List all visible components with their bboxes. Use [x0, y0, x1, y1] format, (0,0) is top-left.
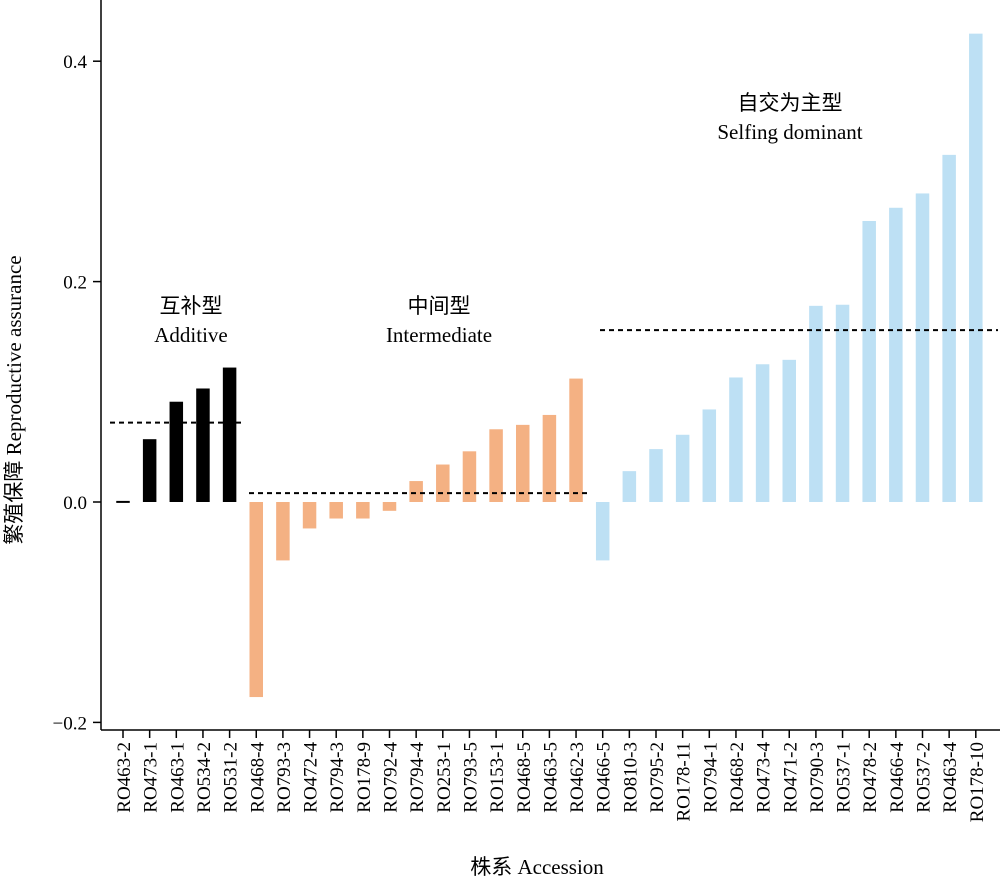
x-tick-label: RO794-4: [407, 742, 428, 813]
x-tick-label: RO792-4: [381, 742, 402, 813]
x-tick-label: RO473-1: [141, 742, 162, 813]
bar-ro793-5: [462, 451, 477, 502]
bar-ro534-2: [196, 388, 210, 502]
axes-layer: [93, 0, 1000, 738]
bar-ro466-4: [889, 207, 903, 502]
x-tick-label: RO463-4: [940, 742, 961, 813]
bar-ro463-5: [542, 414, 557, 502]
x-tick-label: RO468-4: [247, 742, 268, 813]
bar-ro472-4: [302, 502, 317, 529]
y-tick-label: 0.0: [63, 493, 87, 514]
x-tick-label: RO153-1: [487, 742, 508, 813]
bar-ro178-9: [356, 502, 370, 519]
bar-ro531-2: [222, 367, 237, 502]
bars-layer: [116, 33, 983, 698]
bar-ro153-1: [489, 429, 503, 502]
bar-ro478-2: [862, 220, 876, 503]
y-tick-label: 0.4: [63, 52, 87, 73]
bar-ro537-1: [835, 304, 850, 502]
bar-ro468-4: [249, 502, 263, 698]
bar-ro794-1: [702, 409, 717, 502]
x-tick-label: RO537-2: [914, 742, 935, 813]
x-tick-label: RO466-4: [887, 742, 908, 813]
bar-ro790-3: [809, 305, 823, 502]
x-tick-label: RO472-4: [301, 742, 322, 813]
x-tick-label: RO468-2: [727, 742, 748, 813]
bar-ro462-3: [569, 378, 583, 502]
bar-ro253-1: [436, 464, 450, 502]
bar-ro810-3: [622, 471, 637, 502]
bar-ro794-3: [329, 502, 343, 519]
x-tick-label: RO463-2: [114, 742, 135, 813]
group-label-cn-selfing: 自交为主型: [738, 91, 843, 115]
x-tick-label: RO468-5: [514, 742, 535, 813]
x-tick-label: RO793-3: [274, 742, 295, 813]
bar-ro463-4: [942, 154, 956, 502]
labels-layer: RO463-2 RO473-1 RO463-1 RO534-2 RO531-2 RO468…: [53, 52, 988, 822]
bar-ro795-2: [649, 449, 663, 502]
x-tick-label: RO462-3: [567, 742, 588, 813]
x-tick-label: RO790-3: [807, 742, 828, 813]
x-tick-label: RO466-5: [594, 742, 615, 813]
y-tick-label: 0.2: [63, 273, 87, 294]
x-tick-label: RO531-2: [221, 742, 242, 813]
x-tick-label: RO471-2: [780, 742, 801, 813]
group-label-en-intermediate: Intermediate: [386, 323, 492, 347]
bar-ro537-2: [915, 193, 930, 502]
bar-ro463-1: [169, 401, 184, 502]
bar-ro468-5: [516, 424, 530, 502]
x-tick-label: RO794-3: [327, 742, 348, 813]
x-tick-label: RO478-2: [860, 742, 881, 813]
x-tick-label: RO537-1: [834, 742, 855, 813]
bar-ro473-4: [755, 364, 770, 502]
x-tick-label: RO178-10: [967, 742, 988, 822]
bar-ro178-11: [675, 434, 690, 502]
x-tick-label: RO534-2: [194, 742, 215, 813]
x-tick-label: RO178-9: [354, 742, 375, 813]
x-tick-label: RO178-11: [674, 742, 695, 822]
bar-ro466-5: [595, 502, 610, 561]
x-tick-label: RO463-5: [540, 742, 561, 813]
group-label-cn-additive: 互补型: [160, 294, 223, 318]
x-tick-label: RO794-1: [700, 742, 721, 813]
bar-ro793-3: [276, 502, 290, 561]
x-tick-label: RO795-2: [647, 742, 668, 813]
group-label-cn-intermediate: 中间型: [408, 294, 471, 318]
x-axis-title: 株系 Accession: [470, 855, 604, 879]
group-label-en-additive: Additive: [154, 323, 228, 347]
x-tick-label: RO473-4: [754, 742, 775, 813]
y-tick-label: −0.2: [53, 713, 87, 734]
bar-ro471-2: [782, 359, 796, 502]
x-tick-label: RO810-3: [620, 742, 641, 813]
y-axis-title: 繁殖保障 Reproductive assurance: [2, 255, 26, 544]
bar-ro178-10: [969, 33, 983, 503]
x-tick-label: RO793-5: [460, 742, 481, 813]
bar-ro468-2: [729, 377, 743, 502]
group-mean-lines: [110, 329, 998, 495]
bar-ro794-4: [409, 481, 423, 502]
group-label-en-selfing: Selfing dominant: [717, 120, 862, 144]
bar-ro463-2: [116, 500, 130, 503]
bar-ro473-1: [142, 439, 157, 502]
x-tick-label: RO253-1: [434, 742, 455, 813]
x-tick-label: RO463-1: [167, 742, 188, 813]
bar-ro792-4: [382, 502, 397, 511]
